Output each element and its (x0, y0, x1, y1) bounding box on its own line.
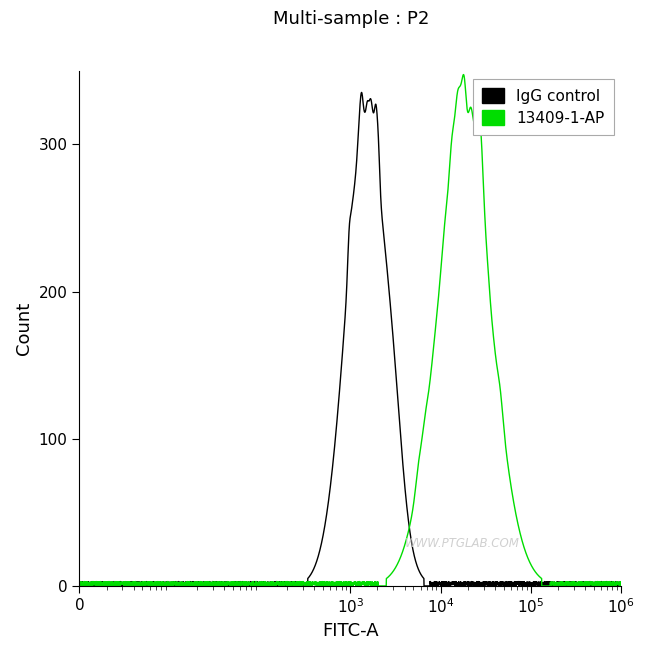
Text: Multi-sample : P2: Multi-sample : P2 (273, 10, 429, 28)
X-axis label: FITC-A: FITC-A (322, 622, 378, 640)
Y-axis label: Count: Count (15, 302, 33, 355)
Text: WWW.PTGLAB.COM: WWW.PTGLAB.COM (404, 537, 519, 550)
Legend: IgG control, 13409-1-AP: IgG control, 13409-1-AP (473, 79, 614, 135)
